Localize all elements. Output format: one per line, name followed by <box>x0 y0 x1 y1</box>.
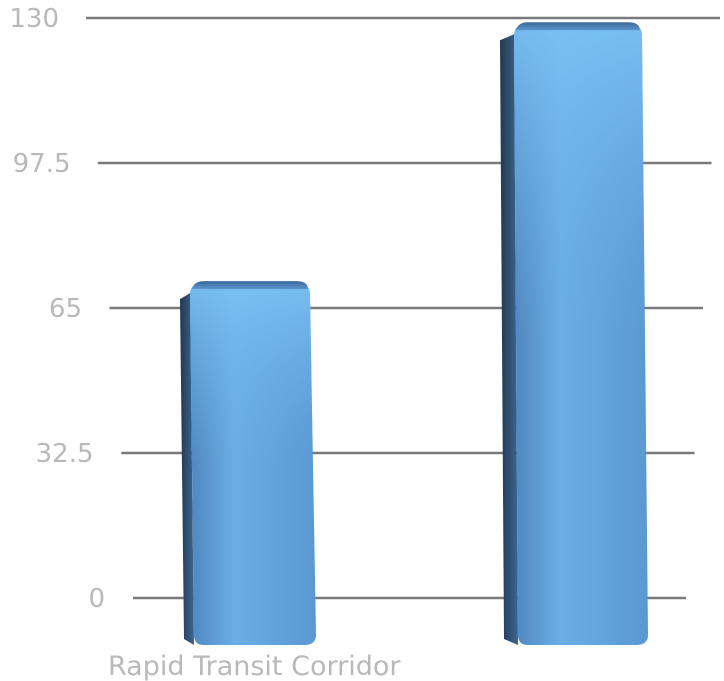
bar-top-face <box>192 281 308 290</box>
y-tick-label: 32.5 <box>36 439 94 469</box>
bar-highlight <box>514 24 648 646</box>
bar-side-face <box>180 293 194 645</box>
y-axis-ticks: 0 32.5 65 97.5 130 <box>9 4 105 614</box>
x-category-label: Rapid Transit Corridor <box>108 651 401 681</box>
bar-highlight <box>190 283 316 645</box>
bars <box>180 22 648 646</box>
y-tick-label: 0 <box>88 584 105 614</box>
bar-side-face <box>500 34 518 646</box>
x-axis-labels: Rapid Transit Corridor <box>108 651 401 681</box>
bar <box>180 281 316 645</box>
y-tick-label: 65 <box>49 294 82 324</box>
y-tick-label: 97.5 <box>13 149 71 179</box>
bar-top-face <box>516 22 640 31</box>
bar <box>500 22 648 646</box>
y-tick-label: 130 <box>9 4 59 34</box>
